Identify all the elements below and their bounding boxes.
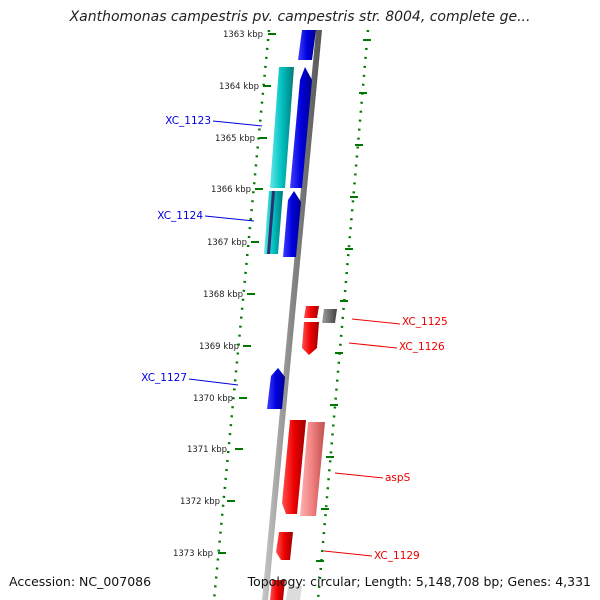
tick-group: 1363 kbp 1364 kbp 1365 kbp 1366 kbp 1367… [173, 30, 371, 562]
tick-label: 1368 kbp [203, 290, 243, 300]
tick-label: 1366 kbp [211, 185, 251, 195]
grey-feature[interactable] [322, 309, 337, 323]
label-leader-xc-1129 [323, 550, 373, 557]
gene-label-xc-1127[interactable]: XC_1127 [141, 372, 187, 384]
map-title: Xanthomonas campestris pv. campestris st… [69, 9, 531, 25]
gene-label-xc-1124[interactable]: XC_1124 [157, 210, 203, 222]
gene-feature-xc-1125[interactable] [304, 306, 319, 318]
tick-label: 1364 kbp [219, 82, 259, 92]
tick-label: 1370 kbp [193, 394, 233, 404]
gene-label-xc-1125[interactable]: XC_1125 [402, 316, 448, 328]
gene-feature-xc-1123[interactable] [270, 67, 294, 188]
gene-feature-xc-1126[interactable] [302, 322, 319, 355]
forward-gene-arrow[interactable] [267, 368, 285, 409]
gene-feature-aspS-paralog[interactable] [300, 422, 325, 516]
tick-label: 1373 kbp [173, 549, 213, 559]
accession-text: Accession: NC_007086 [9, 574, 152, 589]
topology-summary-text: Topology: circular; Length: 5,148,708 bp… [247, 574, 591, 589]
gene-label-aspS[interactable]: aspS [385, 472, 411, 484]
tick-label: 1372 kbp [180, 497, 220, 507]
reverse-gene-feature-bottom[interactable] [270, 580, 285, 600]
label-leader-aspS [334, 472, 384, 479]
label-leader-xc-1125 [351, 318, 401, 325]
inner-dotted-guide [212, 29, 271, 600]
gene-label-xc-1126[interactable]: XC_1126 [399, 341, 445, 353]
gene-label-xc-1129[interactable]: XC_1129 [374, 550, 420, 562]
gene-feature-xc-1124-band [267, 191, 275, 254]
gene-feature-xc-1129[interactable] [276, 532, 293, 560]
tick-label: 1367 kbp [207, 238, 247, 248]
grey-feature-bottom[interactable] [286, 586, 302, 600]
genome-backbone [262, 30, 322, 600]
gene-label-xc-1123[interactable]: XC_1123 [165, 115, 211, 127]
label-leader-xc-1127 [188, 378, 239, 386]
tick-label: 1371 kbp [187, 445, 227, 455]
tick-label: 1369 kbp [199, 342, 239, 352]
gene-feature-aspS[interactable] [282, 420, 306, 514]
label-leader-xc-1124 [204, 215, 255, 222]
forward-gene-arrow[interactable] [283, 191, 301, 257]
forward-gene-feature[interactable] [298, 30, 316, 60]
label-leader-xc-1126 [348, 342, 398, 349]
label-leader-xc-1123 [212, 120, 263, 127]
tick-label: 1365 kbp [215, 134, 255, 144]
tick-label: 1363 kbp [223, 30, 263, 40]
forward-gene-feature[interactable] [290, 67, 312, 188]
